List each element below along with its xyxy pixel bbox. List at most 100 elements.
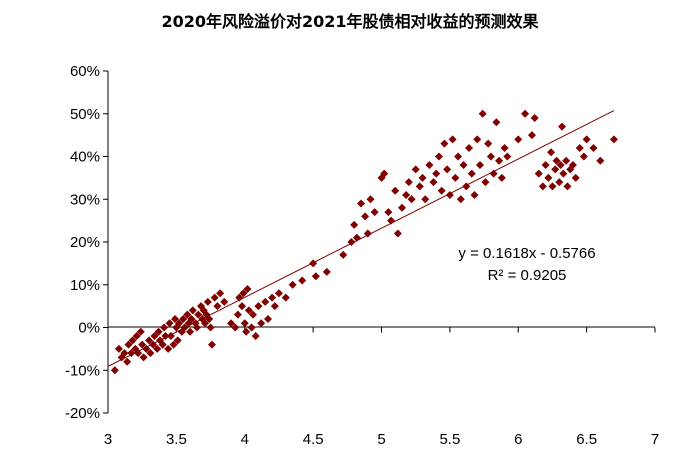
- data-point: [503, 152, 512, 161]
- data-point: [440, 139, 449, 148]
- data-point: [150, 332, 159, 341]
- data-point: [339, 250, 348, 259]
- y-tick-label: 50%: [70, 106, 100, 123]
- data-point: [169, 340, 178, 349]
- data-point: [391, 186, 400, 195]
- data-point: [551, 165, 560, 174]
- data-point: [489, 169, 498, 178]
- x-tick-label: 4: [241, 431, 249, 448]
- data-point: [123, 357, 132, 366]
- data-point: [268, 293, 277, 302]
- data-point: [555, 178, 564, 187]
- y-tick-label: 40%: [70, 149, 100, 166]
- data-point: [363, 229, 372, 238]
- y-tick-label: 0%: [78, 320, 100, 337]
- data-point: [530, 114, 539, 123]
- data-point: [432, 169, 441, 178]
- data-point: [139, 353, 148, 362]
- data-point: [263, 314, 272, 323]
- x-tick-label: 6: [514, 431, 522, 448]
- data-point: [146, 349, 155, 358]
- data-point: [254, 302, 263, 311]
- data-point: [311, 272, 320, 281]
- data-point: [248, 310, 257, 319]
- y-tick-label: 60%: [70, 63, 100, 80]
- trendline-equation: y = 0.1618x - 0.5766: [458, 245, 595, 262]
- x-tick-label: 5: [377, 431, 385, 448]
- data-point: [136, 327, 145, 336]
- data-point: [579, 152, 588, 161]
- x-tick-label: 7: [651, 431, 659, 448]
- data-point: [242, 327, 251, 336]
- data-point: [425, 161, 434, 170]
- data-point: [582, 135, 591, 144]
- data-point: [173, 336, 182, 345]
- data-point: [470, 190, 479, 199]
- data-point: [404, 178, 413, 187]
- data-point: [402, 190, 411, 199]
- y-tick-label: 30%: [70, 191, 100, 208]
- data-point: [187, 314, 196, 323]
- data-point: [350, 220, 359, 229]
- data-point: [421, 195, 430, 204]
- y-tick-label: 20%: [70, 234, 100, 251]
- data-point: [548, 182, 557, 191]
- data-point: [158, 340, 167, 349]
- data-point: [179, 314, 188, 323]
- data-point: [114, 344, 123, 353]
- data-point: [563, 182, 572, 191]
- data-point: [165, 319, 174, 328]
- data-point: [205, 314, 214, 323]
- data-point: [238, 302, 247, 311]
- data-point: [434, 152, 443, 161]
- data-point: [281, 293, 290, 302]
- data-point: [309, 259, 318, 268]
- data-point: [239, 289, 248, 298]
- data-point: [244, 306, 253, 315]
- x-tick-label: 5.5: [439, 431, 460, 448]
- data-point: [443, 165, 452, 174]
- y-tick-label: -20%: [65, 405, 100, 422]
- data-point: [216, 289, 225, 298]
- y-axis-ticks: -20% -10% 0% 10% 20% 30% 40% 50% 60%: [65, 63, 108, 422]
- data-point: [127, 349, 136, 358]
- data-point: [322, 267, 331, 276]
- data-point: [393, 229, 402, 238]
- x-tick-label: 6.5: [576, 431, 597, 448]
- data-point: [154, 327, 163, 336]
- data-point: [541, 161, 550, 170]
- data-point: [206, 323, 215, 332]
- data-point: [473, 135, 482, 144]
- data-point: [495, 156, 504, 165]
- data-point: [186, 327, 195, 336]
- data-point: [521, 109, 530, 118]
- data-point: [609, 135, 618, 144]
- data-point: [571, 173, 580, 182]
- chart-title: 2020年风险溢价对2021年股债相对收益的预测效果: [161, 12, 539, 31]
- data-point: [429, 178, 438, 187]
- data-point: [243, 285, 252, 294]
- data-point: [589, 143, 598, 152]
- data-point: [188, 306, 197, 315]
- data-point: [552, 156, 561, 165]
- data-point: [547, 148, 556, 157]
- data-point: [240, 319, 249, 328]
- y-tick-label: -10%: [65, 362, 100, 379]
- data-point: [596, 156, 605, 165]
- data-point: [231, 323, 240, 332]
- data-point: [183, 310, 192, 319]
- data-point: [418, 173, 427, 182]
- data-point: [138, 340, 147, 349]
- data-point: [288, 280, 297, 289]
- data-point: [171, 314, 180, 323]
- data-point: [132, 332, 141, 341]
- data-point: [558, 122, 567, 131]
- data-point: [538, 182, 547, 191]
- trendline: [107, 110, 615, 367]
- data-point: [500, 143, 509, 152]
- data-point: [575, 143, 584, 152]
- data-point: [497, 173, 506, 182]
- data-point: [175, 319, 184, 328]
- data-point: [207, 340, 216, 349]
